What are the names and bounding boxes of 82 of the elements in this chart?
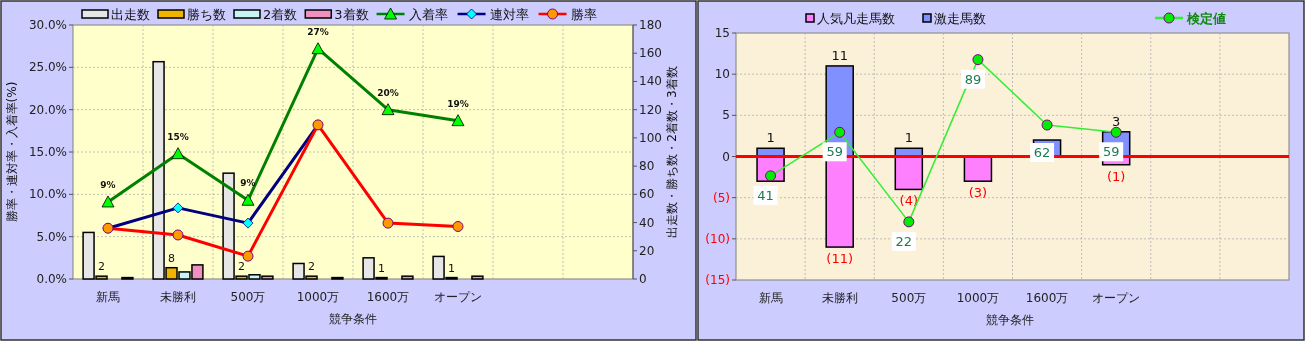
- data-label: 1: [378, 261, 386, 275]
- data-label: 41: [757, 187, 774, 203]
- data-label: 27%: [307, 26, 329, 37]
- data-label: (1): [1106, 168, 1126, 184]
- x-tick-label: 未勝利: [821, 291, 858, 305]
- y-tick-label: 5.0%: [36, 229, 67, 244]
- y2-axis-title: 出走数・勝ち数・2着数・3着数: [665, 66, 679, 238]
- x-tick-label: 1000万: [956, 291, 1000, 305]
- data-label: (4): [899, 193, 919, 209]
- data-label: 20%: [377, 87, 399, 98]
- data-label: (3): [968, 185, 988, 201]
- x-tick-label: 新馬: [96, 290, 120, 304]
- data-label: 15%: [167, 131, 189, 142]
- y-tick-label: 30.0%: [28, 18, 67, 32]
- legend-label: 勝ち数: [187, 7, 226, 22]
- y2-tick-label: 180: [639, 18, 662, 32]
- x-tick-label: 1000万: [296, 290, 340, 304]
- x-tick-label: オープン: [434, 290, 482, 304]
- y-tick-label: 0: [722, 149, 730, 164]
- bar: [894, 155, 924, 191]
- data-label: 2: [98, 260, 106, 274]
- data-label: 62: [1033, 145, 1051, 161]
- y2-tick-label: 120: [639, 102, 662, 117]
- legend-label: 入着率: [408, 7, 448, 22]
- x-tick-label: オープン: [1092, 291, 1141, 305]
- y2-tick-label: 0: [639, 272, 647, 286]
- data-label: 9%: [240, 178, 256, 189]
- data-label: 2: [238, 260, 246, 274]
- y-tick-label: (10): [705, 231, 730, 246]
- data-label: 19%: [447, 98, 469, 109]
- y-tick-label: (5): [713, 190, 730, 205]
- y-tick-label: 10: [714, 67, 730, 82]
- x-axis-title: 競争条件: [329, 312, 377, 326]
- legend-label: 激走馬数: [934, 11, 986, 26]
- data-label: 59: [1102, 144, 1120, 160]
- data-label: (11): [826, 251, 854, 267]
- legend-label: 連対率: [489, 7, 529, 22]
- legend-label: 勝率: [570, 7, 597, 22]
- legend-label: 人気凡走馬数: [817, 11, 895, 26]
- y-tick-label: 5: [722, 108, 730, 123]
- y2-tick-label: 140: [639, 74, 662, 89]
- data-label: 11: [831, 47, 848, 63]
- legend-label: 検定値: [1186, 11, 1226, 26]
- y-tick-label: 10.0%: [28, 187, 67, 202]
- x-tick-label: 500万: [891, 291, 927, 305]
- point: [242, 217, 254, 229]
- y2-tick-label: 20: [639, 243, 655, 258]
- y-tick-label: (15): [705, 273, 730, 287]
- x-axis-title: 競争条件: [986, 313, 1034, 327]
- y-tick-label: 0.0%: [36, 272, 67, 286]
- bar: [963, 155, 993, 182]
- data-label: 1: [766, 130, 775, 146]
- y2-tick-label: 100: [639, 130, 662, 145]
- data-label: 8: [168, 251, 176, 265]
- y2-tick-label: 60: [639, 187, 655, 202]
- data-label: 9%: [100, 179, 116, 190]
- x-tick-label: 新馬: [758, 291, 783, 305]
- y2-tick-label: 80: [639, 159, 655, 174]
- y2-tick-label: 40: [639, 215, 655, 230]
- legend-label: 2着数: [263, 7, 298, 22]
- y-tick-label: 25.0%: [28, 60, 67, 75]
- y-tick-label: 20.0%: [28, 102, 67, 117]
- bar: [401, 275, 414, 280]
- data-label: 1: [904, 130, 913, 146]
- data-label: 3: [1112, 113, 1121, 129]
- data-label: 89: [964, 71, 982, 87]
- y2-tick-label: 160: [639, 46, 662, 61]
- data-label: 1: [448, 261, 456, 275]
- bar: [471, 275, 484, 280]
- y-tick-label: 15: [714, 26, 730, 40]
- point: [172, 202, 184, 214]
- y-tick-label: 15.0%: [28, 145, 67, 159]
- x-tick-label: 1600万: [366, 290, 410, 304]
- legend-label: 3着数: [334, 7, 369, 22]
- legend-label: 出走数: [111, 7, 150, 22]
- data-label: 2: [308, 260, 316, 274]
- y-axis-title: 勝率・連対率・入着率(%): [5, 81, 19, 223]
- data-label: 22: [895, 233, 913, 249]
- x-tick-label: 1600万: [1025, 291, 1069, 305]
- data-label: 59: [826, 144, 843, 160]
- x-tick-label: 500万: [230, 290, 266, 304]
- x-tick-label: 未勝利: [160, 290, 196, 304]
